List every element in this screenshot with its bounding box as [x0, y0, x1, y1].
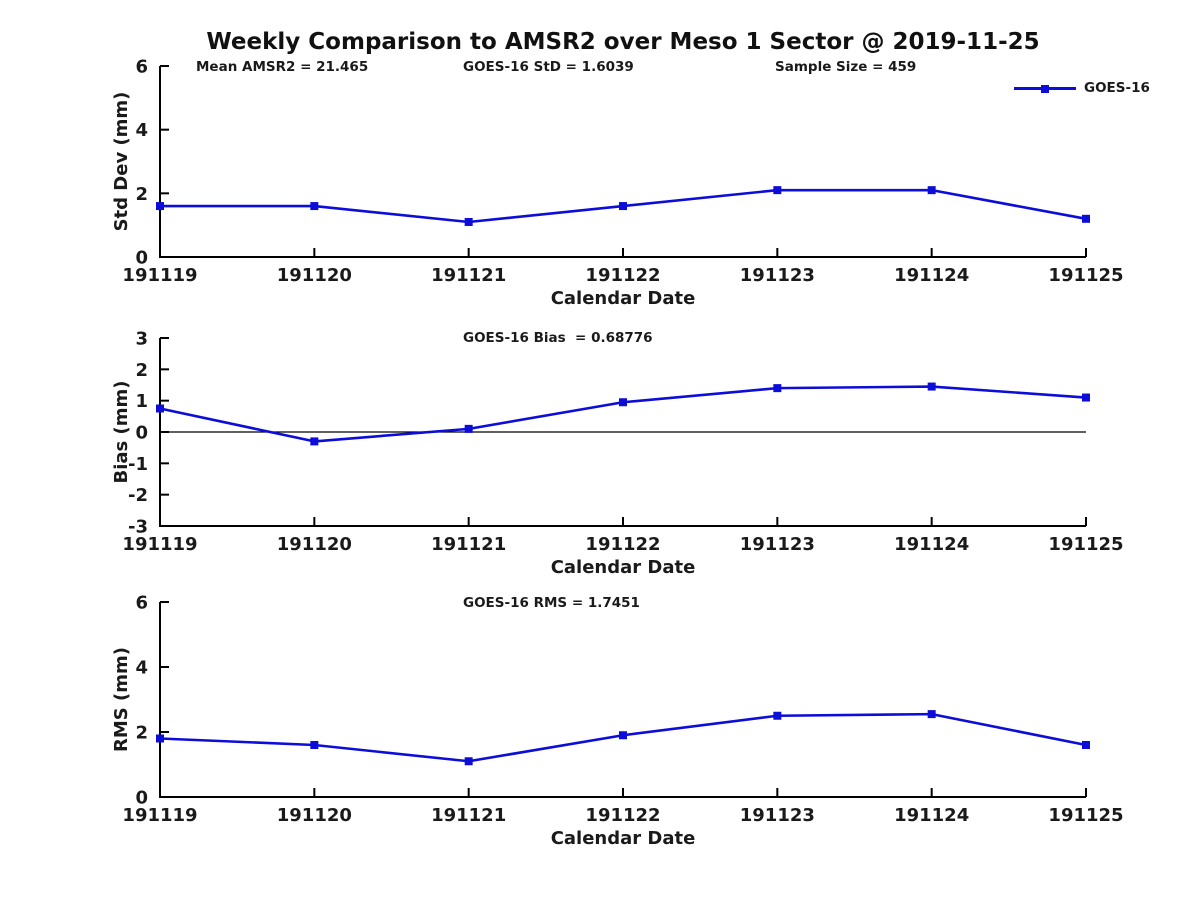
y-tick-label: 1 [135, 391, 148, 412]
series-marker-goes-16 [773, 711, 782, 720]
x-tick-label: 191124 [894, 805, 969, 826]
y-tick-label: 2 [135, 360, 148, 381]
series-marker-goes-16 [619, 202, 627, 211]
legend-series-label: GOES-16 [1084, 80, 1150, 96]
series-marker-goes-16 [464, 424, 473, 433]
y-tick-label: 0 [135, 248, 148, 269]
series-line-goes-16 [159, 385, 1087, 443]
x-tick-label: 191123 [740, 805, 815, 826]
series-marker-goes-16 [927, 710, 936, 719]
x-axis-label: Calendar Date [551, 828, 696, 849]
x-tick-label: 191121 [431, 534, 506, 555]
figure-title: Weekly Comparison to AMSR2 over Meso 1 S… [206, 29, 1040, 55]
x-tick-label: 191121 [431, 805, 506, 826]
annotation-goes16-bias: GOES-16 Bias = 0.68776 [463, 330, 653, 346]
y-tick-label: 6 [135, 57, 148, 78]
series-marker-goes-16 [310, 437, 319, 446]
annotation-mean-amsr2: Mean AMSR2 = 21.465 [196, 59, 369, 75]
x-tick-label: 191123 [740, 534, 815, 555]
series-marker-goes-16 [1082, 214, 1090, 223]
series-marker-goes-16 [310, 741, 319, 749]
x-tick-label: 191120 [277, 805, 352, 826]
legend-line-swatch [1014, 84, 1076, 93]
series-marker-goes-16 [310, 202, 319, 211]
y-tick-label: 2 [135, 184, 148, 205]
series-marker-goes-16 [156, 404, 164, 413]
annotation-goes16-rms: GOES-16 RMS = 1.7451 [463, 595, 640, 611]
legend: GOES-16 [1014, 80, 1150, 96]
series-marker-goes-16 [1082, 741, 1090, 749]
x-tick-label: 191120 [277, 265, 352, 286]
x-axis-label: Calendar Date [551, 288, 696, 309]
x-tick-label: 191125 [1048, 265, 1123, 286]
y-axis-label: Bias (mm) [111, 381, 132, 484]
x-tick-label: 191124 [894, 534, 969, 555]
subplot-std-dev: 0 2 4 6 191119 191120 191121 191122 191123 191124… [111, 57, 1124, 310]
y-tick-label: 4 [135, 120, 148, 141]
y-tick-label: -1 [128, 454, 148, 475]
x-axis-label: Calendar Date [551, 557, 696, 578]
series-marker-goes-16 [156, 734, 164, 743]
y-tick-label: 2 [135, 723, 148, 744]
series-marker-goes-16 [619, 731, 627, 740]
annotation-goes16-std: GOES-16 StD = 1.6039 [463, 59, 634, 75]
y-tick-label: 0 [135, 788, 148, 809]
x-tick-label: 191119 [122, 265, 197, 286]
y-tick-label: 0 [135, 423, 148, 444]
y-tick-label: -3 [128, 517, 148, 538]
x-tick-label: 191121 [431, 265, 506, 286]
legend-square-marker-icon [1041, 84, 1049, 93]
y-tick-label: 3 [135, 329, 148, 350]
x-tick-label: 191120 [277, 534, 352, 555]
y-axis-label: RMS (mm) [111, 647, 132, 752]
series-marker-goes-16 [773, 384, 782, 393]
series-marker-goes-16 [1082, 393, 1090, 402]
x-tick-label: 191125 [1048, 805, 1123, 826]
series-marker-goes-16 [619, 398, 627, 407]
subplot-rms: 0 2 4 6 191119 191120 191121 191122 191123 191124… [111, 593, 1124, 850]
x-tick-label: 191119 [122, 805, 197, 826]
y-tick-label: 4 [135, 658, 148, 679]
annotation-sample-size: Sample Size = 459 [775, 59, 917, 75]
series-marker-goes-16 [773, 186, 782, 195]
subplot-bias: -3 -2 -1 0 1 2 3 191119 191120 191121 191122 191123… [111, 329, 1124, 579]
x-tick-label: 191122 [585, 534, 660, 555]
series-marker-goes-16 [464, 757, 473, 766]
x-tick-label: 191119 [122, 534, 197, 555]
x-tick-label: 191122 [585, 805, 660, 826]
x-tick-label: 191122 [585, 265, 660, 286]
series-marker-goes-16 [156, 202, 164, 211]
series-marker-goes-16 [927, 186, 936, 195]
x-tick-label: 191125 [1048, 534, 1123, 555]
y-axis-label: Std Dev (mm) [111, 92, 132, 232]
y-tick-label: -2 [128, 485, 148, 506]
series-marker-goes-16 [464, 217, 473, 226]
y-tick-label: 6 [135, 593, 148, 614]
series-marker-goes-16 [927, 382, 936, 391]
x-tick-label: 191124 [894, 265, 969, 286]
x-tick-label: 191123 [740, 265, 815, 286]
